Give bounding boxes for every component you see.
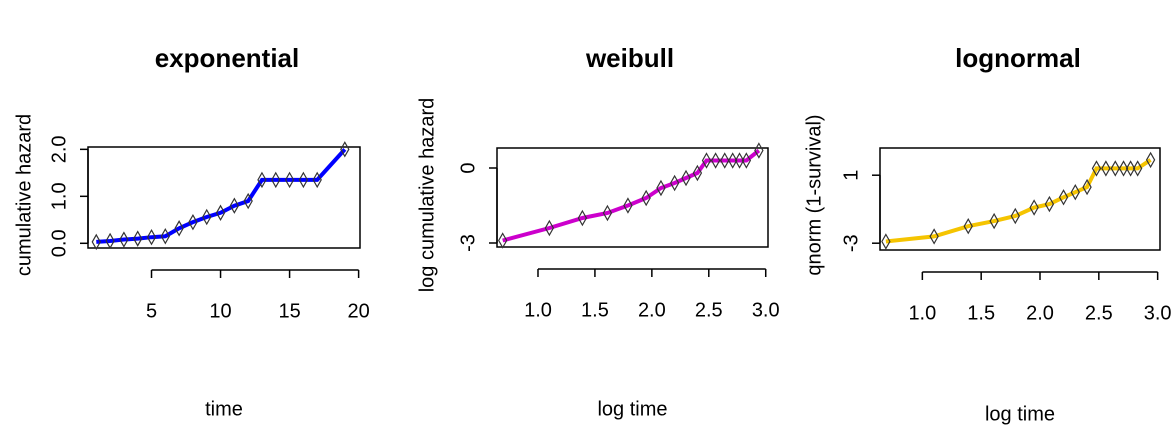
data-point <box>271 171 281 189</box>
data-point <box>544 219 555 237</box>
data-point <box>710 152 721 169</box>
data-point <box>133 230 143 247</box>
data-point <box>1058 189 1069 206</box>
data-point <box>312 171 322 189</box>
data-point <box>1029 199 1039 216</box>
data-point <box>298 171 309 189</box>
x-axis-label: time <box>205 398 243 420</box>
x-tick-label: 2.0 <box>638 299 666 321</box>
data-point <box>243 192 253 210</box>
data-point <box>929 228 939 245</box>
x-tick-label: 1.5 <box>581 299 609 321</box>
data-point <box>1010 207 1020 225</box>
x-tick-label: 3.0 <box>752 299 780 321</box>
plot-box <box>87 146 361 249</box>
data-point <box>881 233 891 250</box>
data-point <box>1082 178 1092 196</box>
plot-box <box>879 147 1161 251</box>
x-tick-label: 15 <box>278 300 300 322</box>
data-point <box>741 152 752 169</box>
data-point <box>340 141 350 158</box>
data-point <box>720 152 730 169</box>
x-tick-label: 1.0 <box>524 299 552 321</box>
data-point <box>188 213 198 231</box>
data-point <box>498 232 508 249</box>
x-axis-label: log time <box>597 398 667 420</box>
data-point <box>669 174 680 192</box>
x-tick-label: 20 <box>347 300 369 322</box>
data-point <box>577 209 588 227</box>
data-point <box>257 171 267 189</box>
y-tick-label: 1 <box>840 170 862 181</box>
y-tick-label: 0 <box>457 162 479 173</box>
x-tick-label: 5 <box>146 300 157 322</box>
y-tick-label: -3 <box>840 234 862 252</box>
data-line <box>96 148 347 244</box>
data-point <box>91 233 101 251</box>
data-point <box>641 189 651 207</box>
x-tick-label: 10 <box>209 300 231 322</box>
data-point <box>1118 160 1129 177</box>
x-tick-label: 2.0 <box>1026 302 1054 324</box>
y-tick-label: 1.0 <box>48 182 70 210</box>
x-tick-label: 1.0 <box>908 302 936 324</box>
data-point <box>1145 151 1156 169</box>
data-point <box>1070 183 1080 201</box>
data-point <box>692 164 703 182</box>
y-axis-label: qnorm (1-survival) <box>803 114 825 275</box>
data-point <box>602 204 613 222</box>
x-tick-label: 2.5 <box>1085 302 1113 324</box>
data-point <box>754 142 764 159</box>
y-tick-label: -3 <box>457 234 479 252</box>
data-point <box>989 212 999 230</box>
data-point <box>146 228 157 246</box>
data-point <box>681 169 691 187</box>
y-tick-label: 2.0 <box>48 135 70 163</box>
x-axis-label: log time <box>985 403 1055 425</box>
y-axis-label: log cumulative hazard <box>416 98 438 293</box>
data-point <box>160 228 171 245</box>
data-point <box>174 220 184 237</box>
chart-title: exponential <box>155 43 299 73</box>
x-tick-label: 1.5 <box>967 302 995 324</box>
data-point <box>734 152 745 169</box>
data-point <box>963 217 973 235</box>
data-point <box>1110 160 1120 177</box>
data-point <box>202 208 212 226</box>
data-point <box>656 179 666 197</box>
y-axis-label: cumulative hazard <box>13 114 35 276</box>
data-point <box>1091 160 1102 177</box>
data-point <box>105 232 115 250</box>
data-point <box>1101 160 1111 177</box>
data-point <box>1132 160 1143 177</box>
x-tick-label: 2.5 <box>695 299 723 321</box>
y-tick-label: 0.0 <box>48 229 70 257</box>
chart-title: lognormal <box>955 43 1081 73</box>
data-point <box>701 152 712 169</box>
data-point <box>215 204 226 221</box>
x-tick-label: 3.0 <box>1144 302 1171 324</box>
chart-title: weibull <box>585 43 674 73</box>
data-line <box>885 158 1152 244</box>
data-point <box>284 171 295 189</box>
data-point <box>728 152 738 169</box>
data-point <box>1125 160 1136 177</box>
data-point <box>229 197 240 214</box>
data-point <box>119 231 129 248</box>
data-point <box>1044 195 1055 213</box>
data-point <box>623 197 633 214</box>
data-line <box>502 148 761 243</box>
